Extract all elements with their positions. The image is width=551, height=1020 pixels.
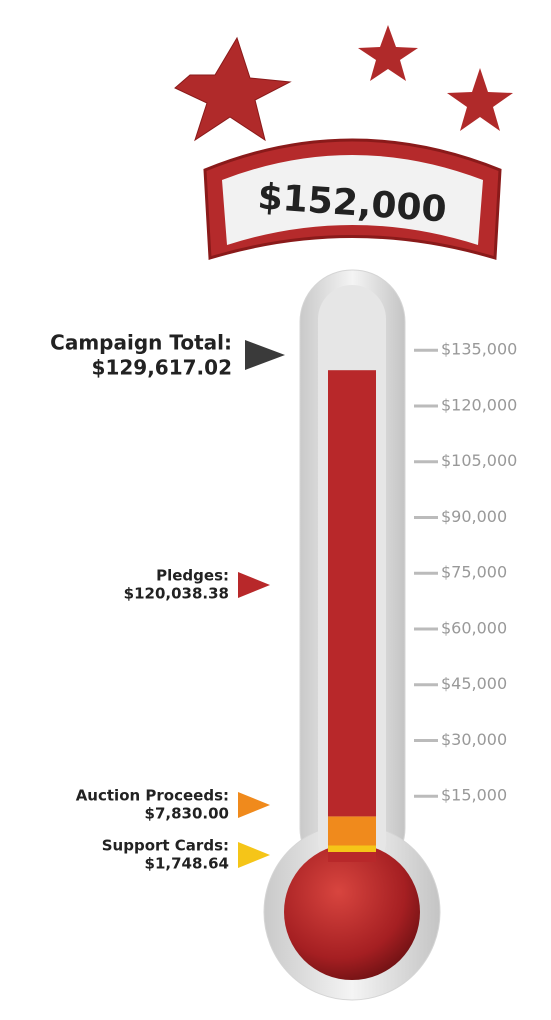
series-name: Support Cards: <box>102 837 229 855</box>
y-tick-label: $75,000 <box>441 563 507 582</box>
y-tick-label: $105,000 <box>441 451 517 470</box>
total-name: Campaign Total: <box>50 331 232 355</box>
series-name: Pledges: <box>156 567 229 585</box>
y-tick-label: $45,000 <box>441 674 507 693</box>
fill-segment <box>328 816 376 845</box>
total-arrow <box>245 340 285 370</box>
tube-bottom <box>328 852 376 862</box>
legend-arrow <box>238 572 270 598</box>
total-value: $129,617.02 <box>92 356 232 380</box>
legend-arrow <box>238 792 270 818</box>
legend-arrow <box>238 842 270 868</box>
page: $152,000 $15,000$30,000$45,000$60,000$75… <box>0 0 551 1020</box>
y-tick-label: $90,000 <box>441 507 507 526</box>
series-value: $7,830.00 <box>145 805 229 823</box>
series-name: Auction Proceeds: <box>76 787 229 805</box>
y-tick-label: $30,000 <box>441 730 507 749</box>
y-tick-label: $135,000 <box>441 340 517 359</box>
y-tick-label: $120,000 <box>441 395 517 414</box>
y-tick-label: $60,000 <box>441 618 507 637</box>
fill-segment <box>328 846 376 852</box>
fill-segment <box>328 370 376 816</box>
series-value: $1,748.64 <box>145 855 229 873</box>
series-value: $120,038.38 <box>124 585 229 603</box>
y-tick-label: $15,000 <box>441 786 507 805</box>
chart: $152,000 $15,000$30,000$45,000$60,000$75… <box>0 0 551 1020</box>
